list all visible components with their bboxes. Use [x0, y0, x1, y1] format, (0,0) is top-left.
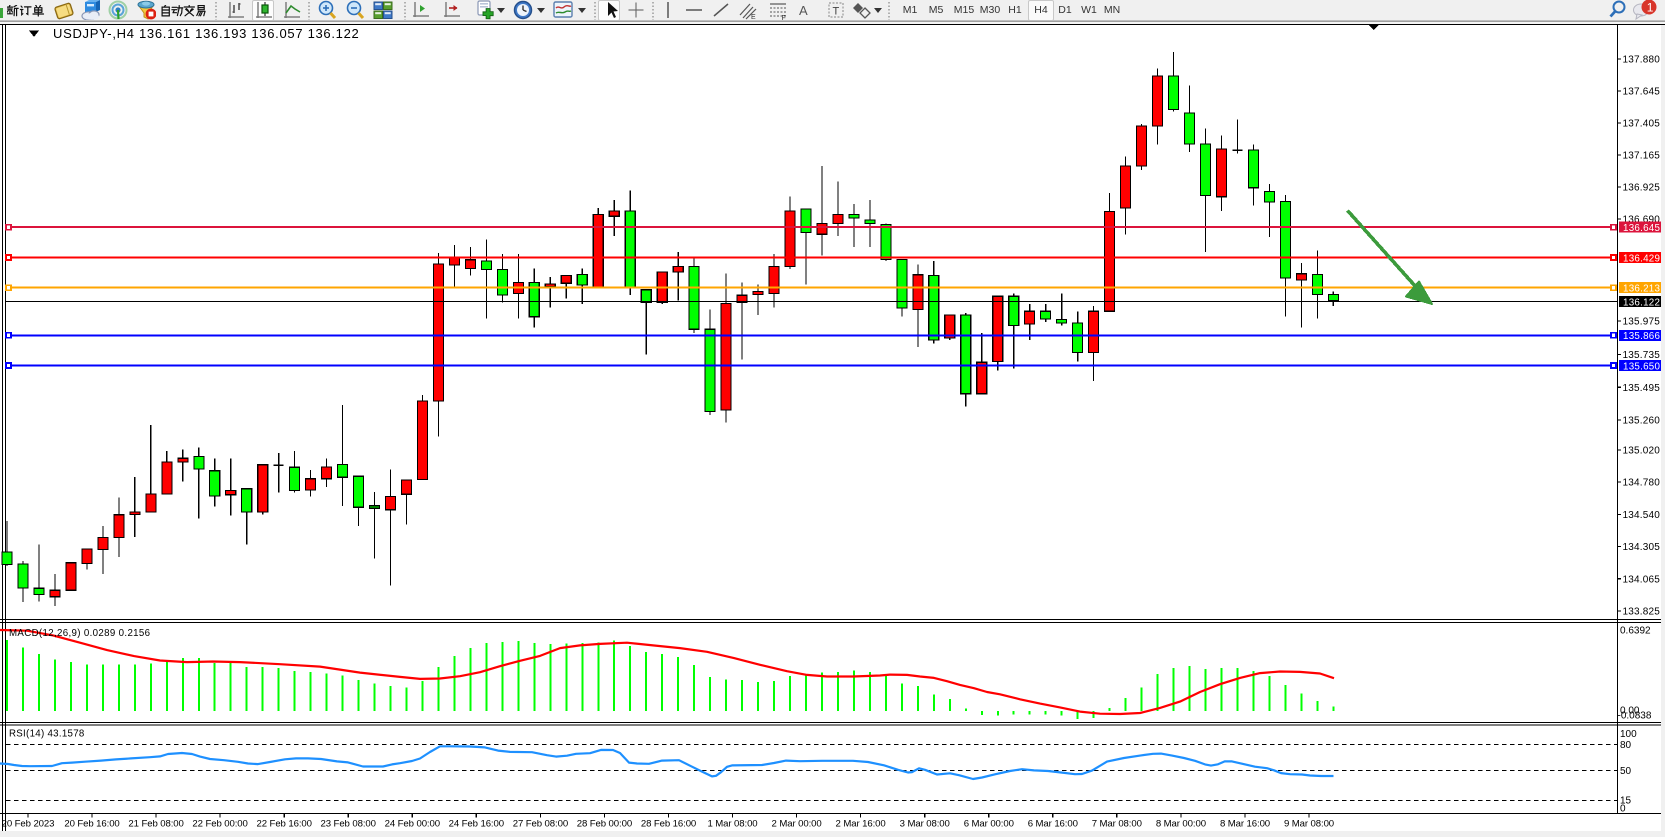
svg-text:8 Mar 16:00: 8 Mar 16:00: [1220, 819, 1270, 830]
svg-text:3 Mar 08:00: 3 Mar 08:00: [900, 819, 950, 830]
svg-text:135.650: 135.650: [1623, 361, 1660, 372]
svg-text:1: 1: [1647, 1, 1654, 15]
svg-text:15: 15: [1620, 796, 1632, 807]
svg-text:135.866: 135.866: [1623, 331, 1660, 342]
svg-text:28 Feb 00:00: 28 Feb 00:00: [577, 819, 632, 830]
svg-text:1 Mar 08:00: 1 Mar 08:00: [707, 819, 757, 830]
svg-text:8 Mar 00:00: 8 Mar 00:00: [1156, 819, 1206, 830]
svg-text:80: 80: [1620, 740, 1632, 751]
svg-text:21 Feb 08:00: 21 Feb 08:00: [128, 819, 183, 830]
svg-text:134.780: 134.780: [1623, 478, 1661, 489]
svg-text:0.6392: 0.6392: [1620, 626, 1651, 637]
svg-text:24 Feb 16:00: 24 Feb 16:00: [449, 819, 504, 830]
svg-text:2 Mar 16:00: 2 Mar 16:00: [836, 819, 886, 830]
svg-text:MACD(12,26,9) 0.0289 0.2156: MACD(12,26,9) 0.0289 0.2156: [9, 628, 150, 639]
svg-text:50: 50: [1620, 766, 1632, 777]
svg-text:USDJPY-,H4 136.161 136.193 13: USDJPY-,H4 136.161 136.193 136.057 136.1…: [53, 26, 359, 41]
svg-text:24 Feb 00:00: 24 Feb 00:00: [385, 819, 440, 830]
svg-text:137.645: 137.645: [1623, 87, 1661, 98]
svg-text:136.925: 136.925: [1623, 183, 1661, 194]
svg-text:134.305: 134.305: [1623, 542, 1661, 553]
svg-text:135.260: 135.260: [1623, 416, 1661, 427]
svg-text:136.122: 136.122: [1623, 298, 1660, 309]
svg-text:22 Feb 00:00: 22 Feb 00:00: [192, 819, 247, 830]
svg-text:136.213: 136.213: [1623, 284, 1660, 295]
svg-text:F: F: [782, 15, 786, 22]
svg-text:-0.0838: -0.0838: [1618, 711, 1652, 722]
svg-text:135.975: 135.975: [1623, 317, 1661, 328]
svg-text:135.020: 135.020: [1623, 446, 1661, 457]
svg-text:23 Feb 08:00: 23 Feb 08:00: [321, 819, 376, 830]
svg-text:7 Mar 08:00: 7 Mar 08:00: [1092, 819, 1142, 830]
svg-text:100: 100: [1620, 729, 1637, 740]
svg-text:136.645: 136.645: [1623, 223, 1660, 234]
svg-text:RSI(14) 43.1578: RSI(14) 43.1578: [9, 729, 85, 740]
svg-text:2 Mar 00:00: 2 Mar 00:00: [772, 819, 822, 830]
svg-text:136.429: 136.429: [1623, 253, 1660, 264]
svg-text:135.495: 135.495: [1623, 383, 1661, 394]
svg-text:20 Feb 16:00: 20 Feb 16:00: [64, 819, 119, 830]
svg-text:E: E: [751, 14, 756, 21]
svg-text:136.690: 136.690: [1623, 215, 1661, 226]
svg-text:137.165: 137.165: [1623, 151, 1661, 162]
svg-text:0: 0: [1620, 803, 1626, 814]
svg-text:135.735: 135.735: [1623, 350, 1661, 361]
svg-text:137.405: 137.405: [1623, 119, 1661, 130]
svg-text:T: T: [833, 6, 840, 18]
svg-text:22 Feb 16:00: 22 Feb 16:00: [257, 819, 312, 830]
svg-text:6 Mar 16:00: 6 Mar 16:00: [1028, 819, 1078, 830]
svg-text:6 Mar 00:00: 6 Mar 00:00: [964, 819, 1014, 830]
svg-text:9 Mar 08:00: 9 Mar 08:00: [1284, 819, 1334, 830]
svg-text:133.825: 133.825: [1623, 607, 1661, 618]
svg-text:28 Feb 16:00: 28 Feb 16:00: [641, 819, 696, 830]
svg-text:137.880: 137.880: [1623, 55, 1661, 66]
svg-text:20 Feb 2023: 20 Feb 2023: [2, 819, 55, 830]
svg-text:27 Feb 08:00: 27 Feb 08:00: [513, 819, 568, 830]
svg-text:134.540: 134.540: [1623, 510, 1661, 521]
svg-text:0.00: 0.00: [1620, 706, 1640, 717]
svg-text:134.065: 134.065: [1623, 574, 1661, 585]
